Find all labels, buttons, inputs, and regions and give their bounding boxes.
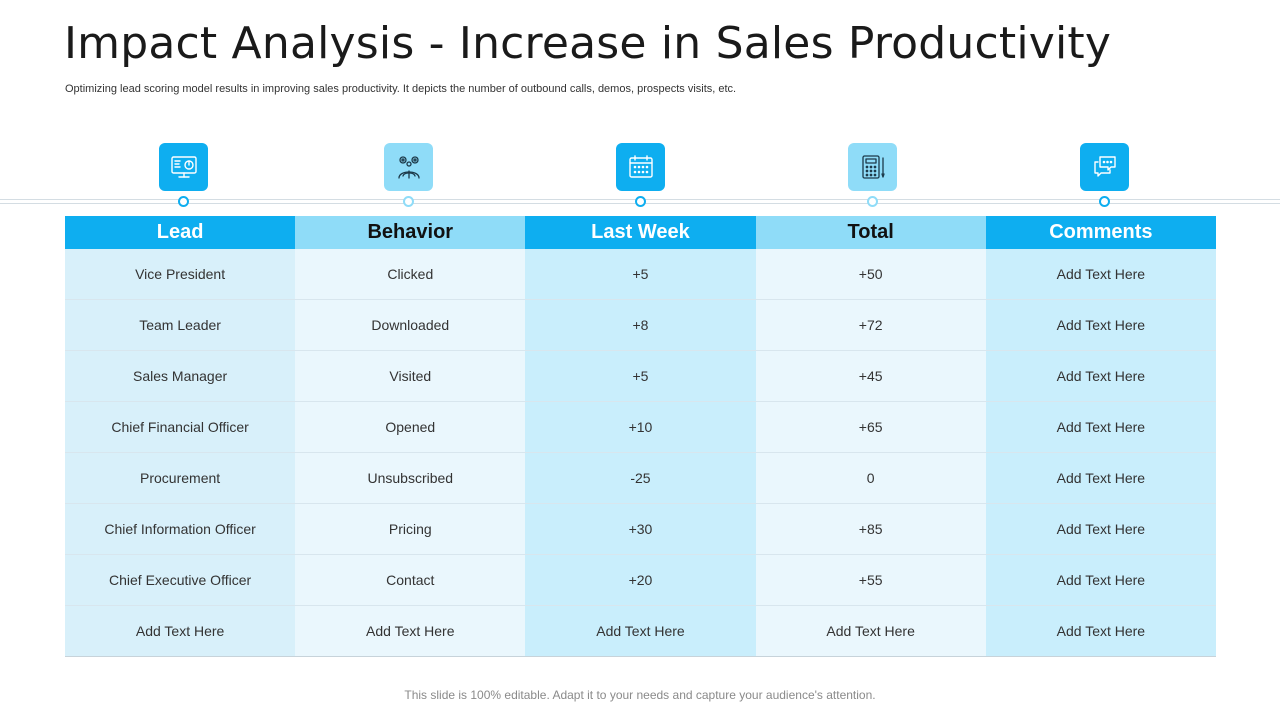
cell-behavior: Clicked [295,249,526,300]
cell-last-week: +10 [525,401,756,453]
brain-gears-icon [384,143,433,191]
cell-behavior: Add Text Here [295,605,526,657]
impact-table: Lead Behavior Last Week Total Comments V… [65,216,1216,657]
table-row: Chief Executive Officer Contact +20 +55 … [65,554,1216,606]
cell-last-week: +5 [525,249,756,300]
cell-total: +72 [755,299,986,351]
cell-lead: Team Leader [65,299,296,351]
footer-note: This slide is 100% editable. Adapt it to… [404,688,876,702]
header-last-week: Last Week [525,216,756,249]
cell-total: +45 [755,350,986,402]
cell-behavior: Pricing [295,503,526,555]
cell-behavior: Contact [295,554,526,606]
table-row: Procurement Unsubscribed -25 0 Add Text … [65,452,1216,504]
table-row: Chief Information Officer Pricing +30 +8… [65,503,1216,555]
calendar-icon [616,143,665,191]
icon-column-lead [159,143,209,207]
table-row: Chief Financial Officer Opened +10 +65 A… [65,401,1216,453]
timeline-dot [403,196,414,207]
icon-column-comments [1080,143,1130,207]
cell-lead: Vice President [65,249,296,300]
cell-behavior: Unsubscribed [295,452,526,504]
cell-lead: Chief Information Officer [65,503,296,555]
table-row: Sales Manager Visited +5 +45 Add Text He… [65,350,1216,402]
timeline-dot [1099,196,1110,207]
table-row: Team Leader Downloaded +8 +72 Add Text H… [65,299,1216,351]
cell-lead: Chief Executive Officer [65,554,296,606]
cell-comments: Add Text Here [985,401,1216,453]
cell-lead: Procurement [65,452,296,504]
icon-column-total [848,143,898,207]
icon-column-last-week [616,143,666,207]
cell-total: +55 [755,554,986,606]
page-title: Impact Analysis - Increase in Sales Prod… [64,18,1112,69]
header-total: Total [755,216,986,249]
cell-comments: Add Text Here [985,503,1216,555]
cell-comments: Add Text Here [985,299,1216,351]
cell-lead: Sales Manager [65,350,296,402]
monitor-chart-icon [159,143,208,191]
cell-total: 0 [755,452,986,504]
timeline-dot [635,196,646,207]
cell-behavior: Visited [295,350,526,402]
page-subtitle: Optimizing lead scoring model results in… [65,83,737,95]
table-row: Vice President Clicked +5 +50 Add Text H… [65,249,1216,300]
cell-total: +65 [755,401,986,453]
cell-last-week: +30 [525,503,756,555]
chat-bubbles-icon [1080,143,1129,191]
cell-comments: Add Text Here [985,350,1216,402]
cell-last-week: Add Text Here [525,605,756,657]
cell-total: +50 [755,249,986,300]
header-behavior: Behavior [295,216,526,249]
cell-last-week: +20 [525,554,756,606]
icon-column-behavior [384,143,434,207]
calculator-icon [848,143,897,191]
cell-behavior: Opened [295,401,526,453]
header-lead: Lead [65,216,296,249]
cell-comments: Add Text Here [985,249,1216,300]
cell-comments: Add Text Here [985,452,1216,504]
cell-lead: Chief Financial Officer [65,401,296,453]
cell-behavior: Downloaded [295,299,526,351]
cell-last-week: +8 [525,299,756,351]
cell-lead: Add Text Here [65,605,296,657]
header-comments: Comments [985,216,1216,249]
cell-comments: Add Text Here [985,605,1216,657]
cell-total: +85 [755,503,986,555]
cell-last-week: +5 [525,350,756,402]
table-header-row: Lead Behavior Last Week Total Comments [65,216,1216,249]
timeline-dot [178,196,189,207]
table-row: Add Text Here Add Text Here Add Text Her… [65,605,1216,657]
timeline-dot [867,196,878,207]
cell-total: Add Text Here [755,605,986,657]
cell-last-week: -25 [525,452,756,504]
cell-comments: Add Text Here [985,554,1216,606]
